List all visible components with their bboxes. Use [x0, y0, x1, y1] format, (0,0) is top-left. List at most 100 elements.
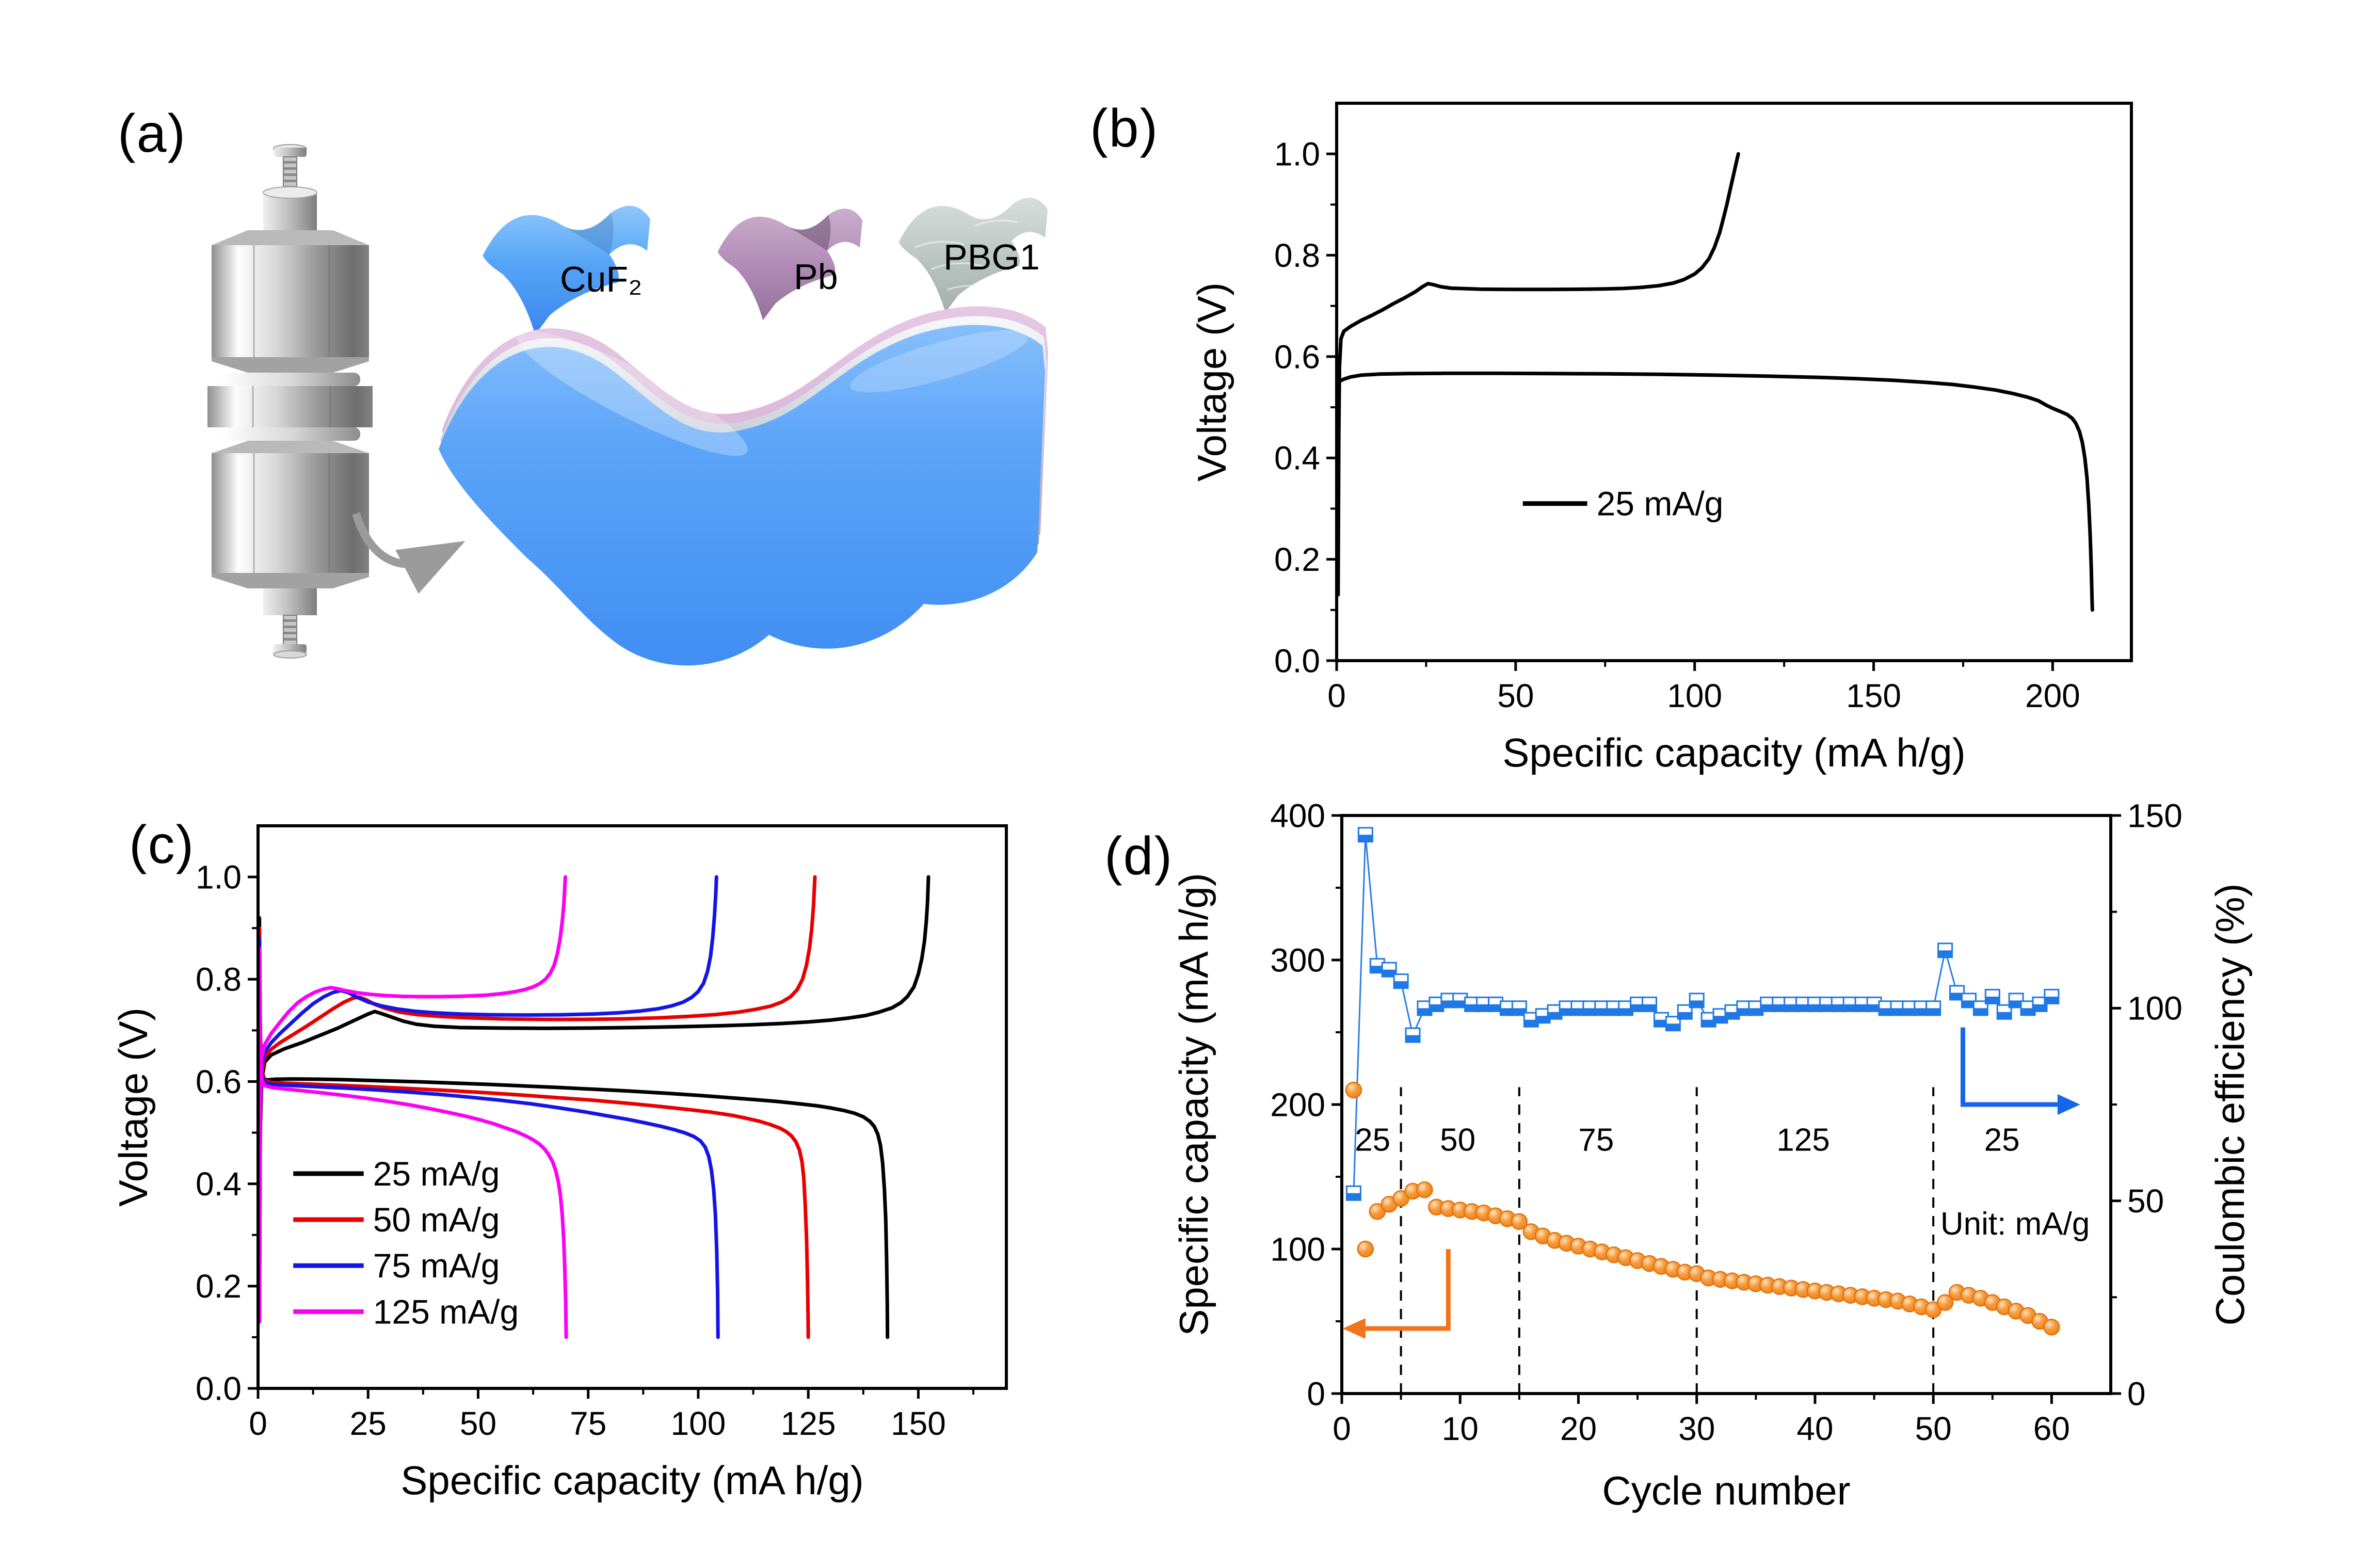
middle-hex-nut: [207, 386, 373, 427]
series-charge-125: [258, 875, 567, 1324]
x-tick-label: 30: [1678, 1410, 1715, 1447]
legend-label: 50 mA/g: [373, 1201, 500, 1239]
b-y-axis-title: Voltage (V): [1189, 282, 1234, 482]
y-tick-label: 1.0: [1274, 136, 1320, 173]
x-tick-label: 25: [350, 1405, 387, 1442]
x-tick-label: 10: [1442, 1410, 1479, 1447]
ring-lower: [221, 427, 360, 441]
y-tick-label: 0.0: [196, 1370, 242, 1407]
axis-pointer-arrow: [1365, 1249, 1451, 1331]
top-screw-head: [274, 148, 307, 157]
legend-label: 75 mA/g: [373, 1246, 500, 1285]
sheet-pbg1: [898, 198, 1048, 313]
y-tick-label: 300: [1270, 941, 1325, 979]
y2-tick-label: 0: [2127, 1375, 2146, 1412]
stacked-composite-sheet: [439, 306, 1048, 666]
c-x-axis-title: Specific capacity (mA h/g): [400, 1458, 863, 1503]
y2-tick-label: 50: [2127, 1182, 2164, 1220]
plot-frame: [1335, 102, 2133, 662]
x-tick-label: 0: [249, 1405, 267, 1442]
panel-b-letter: (b): [1090, 99, 1159, 158]
upper-hex-bottom-bevel: [212, 357, 369, 373]
stack-cuf2-layer: [439, 325, 1045, 666]
series-discharge-25: [258, 916, 890, 1339]
series-coulombic-efficiency: [1345, 827, 2060, 1201]
axis-pointer-arrow: [1960, 1027, 2058, 1107]
y-tick-label: 200: [1270, 1086, 1325, 1123]
y-tick-label: 0.2: [196, 1268, 242, 1305]
arrow-head: [2057, 1094, 2080, 1115]
legend-label: 125 mA/g: [373, 1292, 519, 1331]
sheet-pb: [717, 209, 863, 321]
lower-hex-body: [212, 453, 369, 577]
y-tick-label: 0.2: [1274, 541, 1320, 578]
chart-cycling-performance: 0 10 20 30 40 50 60 0 100 200 300 400 0 50 100 150 Cycle…: [1171, 797, 2253, 1513]
d-y-axis-title: Specific capacity (mA h/g): [1171, 873, 1216, 1336]
series-charge-25: [258, 875, 930, 1324]
chart-rate-voltage-capacity: 0 25 50 75 100 125 150 0.0 0.2 0.4 0.6 0.8 1.0 Specif…: [110, 824, 1008, 1503]
swagelok-cell: [207, 144, 373, 659]
x-tick-label: 150: [1846, 677, 1901, 714]
series-discharge-75: [258, 936, 720, 1339]
series-charge-25-ma-g: [1336, 152, 1740, 597]
x-tick-label: 150: [891, 1405, 946, 1442]
annotation-text: 25: [1984, 1123, 2020, 1158]
annotation-text: 125: [1776, 1123, 1830, 1158]
panel-c-letter: (c): [129, 815, 195, 875]
x-tick-label: 0: [1333, 1410, 1351, 1447]
y-tick-label: 0.8: [196, 961, 242, 998]
series-charge-50: [258, 875, 817, 1324]
panel-a-letter: (a): [118, 104, 187, 164]
x-tick-label: 50: [460, 1405, 496, 1442]
annotation-text: Unit: mA/g: [1940, 1206, 2090, 1242]
d-x-axis-title: Cycle number: [1602, 1468, 1850, 1513]
series-discharge-25-ma-g: [1336, 371, 2094, 612]
x-tick-label: 200: [2025, 677, 2080, 714]
x-tick-label: 75: [570, 1405, 606, 1442]
x-tick-label: 20: [1560, 1410, 1597, 1447]
annotation-text: 50: [1440, 1123, 1475, 1158]
x-tick-label: 125: [781, 1405, 836, 1442]
upper-hex-body: [212, 245, 369, 361]
x-tick-label: 60: [2033, 1410, 2070, 1447]
ring-upper: [221, 373, 360, 386]
panel-a-illustration: CuF₂ Pb PBG1: [207, 144, 1048, 666]
series-discharge-125: [258, 947, 568, 1339]
y-tick-label: 100: [1270, 1230, 1325, 1268]
bottom-plunger: [263, 588, 317, 615]
legend-label: 25 mA/g: [373, 1155, 500, 1193]
y-tick-label: 0.6: [1274, 338, 1320, 375]
annotation-text: 25: [1355, 1123, 1390, 1158]
assembly-arrow-icon: [352, 512, 466, 594]
annotation-text: 75: [1578, 1123, 1614, 1158]
x-tick-label: 100: [1667, 677, 1722, 714]
y2-tick-label: 150: [2127, 797, 2183, 834]
x-tick-label: 50: [1915, 1410, 1952, 1447]
sheet-pbg1-label: PBG1: [943, 237, 1040, 277]
x-tick-label: 0: [1327, 677, 1346, 714]
x-tick-label: 50: [1497, 677, 1534, 714]
y2-tick-label: 100: [2127, 990, 2183, 1027]
series-charge-75: [258, 875, 718, 1324]
y-tick-label: 400: [1270, 797, 1325, 834]
x-tick-label: 100: [671, 1405, 726, 1442]
arrow-head: [1342, 1318, 1366, 1339]
legend-label: 25 mA/g: [1597, 485, 1724, 523]
chart-voltage-capacity-25mag: 0 50 100 150 200 0.0 0.2 0.4 0.6 0.8 1.0 Specific c…: [1189, 102, 2133, 775]
sheet-cuf2-label: CuF₂: [560, 259, 642, 299]
plot-frame: [256, 824, 1008, 1390]
y-tick-label: 1.0: [196, 858, 242, 895]
d-y2-axis-title: Coulombic efficiency (%): [2207, 884, 2253, 1326]
y-tick-label: 0.4: [1274, 440, 1320, 477]
x-tick-label: 40: [1796, 1410, 1833, 1447]
y-tick-label: 0.6: [196, 1063, 242, 1100]
sheet-cuf2: [483, 205, 650, 335]
panel-d-letter: (d): [1104, 826, 1174, 886]
c-y-axis-title: Voltage (V): [110, 1007, 156, 1207]
bottom-threaded-rod: [283, 615, 297, 646]
series-discharge-50: [258, 926, 810, 1339]
y-tick-label: 0.4: [196, 1165, 242, 1203]
y-tick-label: 0.8: [1274, 237, 1320, 274]
y-tick-label: 0.0: [1274, 642, 1320, 679]
